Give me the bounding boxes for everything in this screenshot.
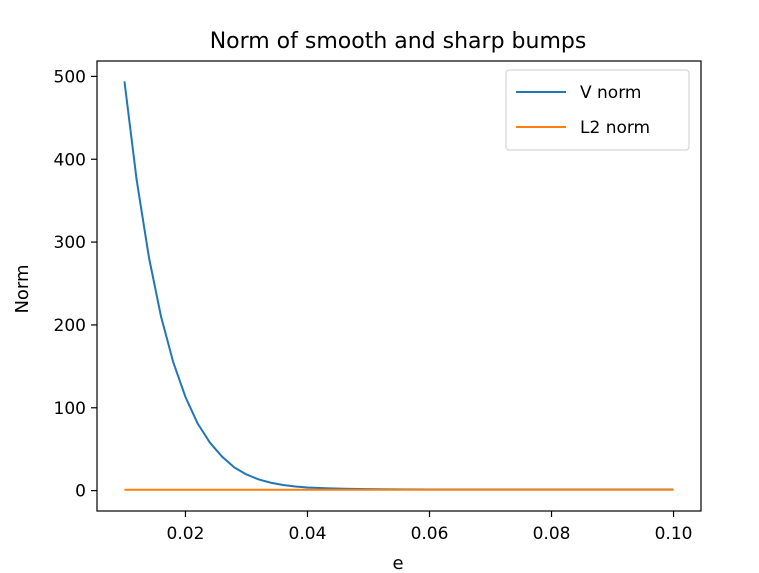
y-tick-label: 300 [54, 233, 86, 253]
x-tick-label: 0.08 [533, 524, 571, 544]
x-tick-label: 0.06 [411, 524, 449, 544]
x-tick-label: 0.02 [167, 524, 205, 544]
y-axis-label: Norm [12, 264, 33, 313]
chart-title: Norm of smooth and sharp bumps [210, 29, 587, 54]
plot-frame [96, 60, 702, 512]
y-tick-label: 500 [54, 67, 86, 87]
y-tick-label: 400 [54, 150, 86, 170]
x-tick-label: 0.10 [655, 524, 693, 544]
y-tick-label: 200 [54, 316, 86, 336]
y-tick-label: 100 [54, 399, 86, 419]
x-axis-label: e [392, 553, 403, 573]
y-axis-ticks: 0 100 200 300 400 500 [54, 67, 97, 502]
legend-frame [505, 69, 690, 151]
legend-label-l2-norm: L2 norm [580, 118, 650, 138]
plot-area: 0.02 0.04 0.06 0.08 0.10 0 100 200 300 400 500 [54, 60, 702, 544]
legend: V norm L2 norm [505, 69, 690, 151]
y-tick-label: 0 [75, 482, 86, 502]
series-group [123, 81, 674, 491]
legend-label-v-norm: V norm [580, 83, 641, 103]
x-tick-label: 0.04 [289, 524, 327, 544]
x-axis-ticks: 0.02 0.04 0.06 0.08 0.10 [167, 511, 693, 544]
